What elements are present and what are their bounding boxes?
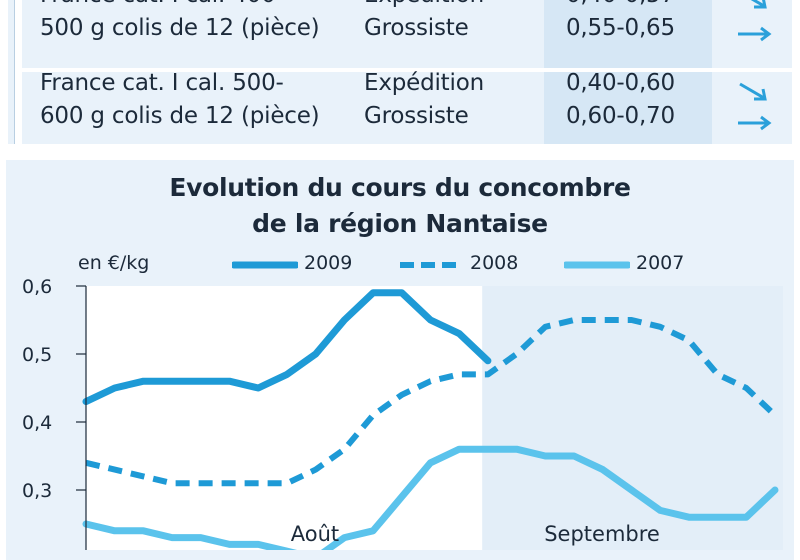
product-line-2: 500 g colis de 12 (pièce) <box>40 15 320 41</box>
month-label: Septembre <box>544 522 660 546</box>
price-expedition: 0,40-0,57 <box>566 0 696 11</box>
legend-2008: 2008 <box>398 252 528 278</box>
price-grossiste: 0,55-0,65 <box>566 15 675 41</box>
y-tick-label: 0,2 <box>22 548 52 550</box>
legend-2007: 2007 <box>564 252 694 278</box>
y-axis-unit-label: en €/kg <box>78 252 150 274</box>
september-shading <box>482 286 783 550</box>
y-tick-label: 0,4 <box>22 412 52 434</box>
table-row: France cat. I cal. 500- 600 g colis de 1… <box>22 68 792 144</box>
stage-grossiste: Grossiste <box>364 15 469 41</box>
trend-down-arrow-icon <box>734 78 774 104</box>
price-expedition: 0,40-0,60 <box>566 70 675 96</box>
series-line-2008 <box>85 317 778 487</box>
series-line-2007 <box>82 445 779 550</box>
trend-stable-arrow-icon <box>734 21 774 47</box>
chart-title-line-2: de la région Nantaise <box>252 209 548 238</box>
series-line-2009 <box>82 289 492 406</box>
month-label: Août <box>291 522 339 546</box>
trend-stable-arrow-icon <box>734 110 774 136</box>
chart-title-line-1: Evolution du cours du concombre <box>169 173 631 202</box>
product-line-1: France cat. I cal. 500- <box>40 70 284 96</box>
legend-label-2009: 2009 <box>304 252 353 274</box>
stage-grossiste: Grossiste <box>364 103 469 129</box>
y-tick-label: 0,3 <box>22 480 52 502</box>
price-column-background <box>544 0 712 144</box>
price-table: France cat. I cal. 400- 500 g colis de 1… <box>8 0 792 144</box>
trend-down-arrow-icon <box>734 0 774 12</box>
table-row: France cat. I cal. 400- 500 g colis de 1… <box>22 0 792 48</box>
legend-2009: 2009 <box>232 252 362 278</box>
table-left-border <box>8 0 15 144</box>
product-line-2: 600 g colis de 12 (pièce) <box>40 103 320 129</box>
stage-expedition: Expédition <box>364 0 524 11</box>
y-tick-label: 0,6 <box>22 276 52 298</box>
legend-label-2008: 2008 <box>470 252 519 274</box>
y-tick-label: 0,5 <box>22 344 52 366</box>
price-grossiste: 0,60-0,70 <box>566 103 675 129</box>
legend-label-2007: 2007 <box>636 252 685 274</box>
stage-expedition: Expédition <box>364 70 484 96</box>
product-line-1: France cat. I cal. 400- <box>40 0 340 11</box>
